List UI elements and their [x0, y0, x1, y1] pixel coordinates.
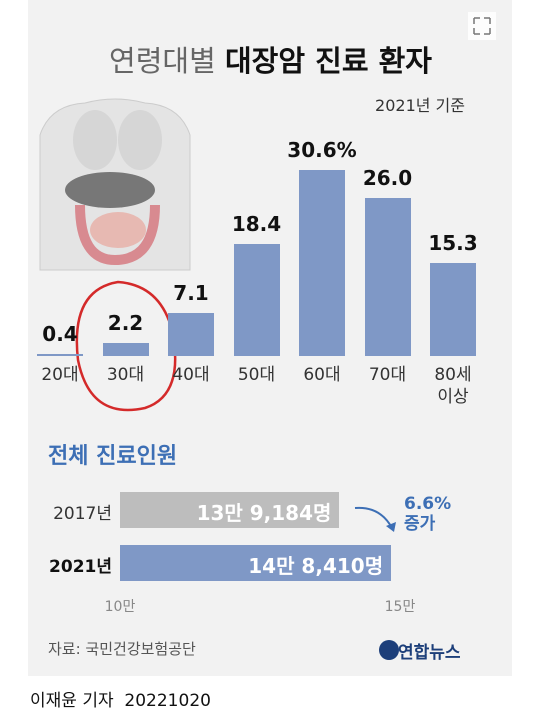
anatomy-illustration	[39, 98, 191, 271]
hand-drawn-circle	[75, 280, 177, 412]
bar	[299, 170, 345, 356]
bar	[120, 492, 340, 528]
bar	[364, 197, 411, 356]
bar	[37, 353, 83, 356]
bar	[102, 342, 149, 356]
bar	[120, 545, 392, 581]
value-label: 26.0	[362, 165, 413, 190]
bar	[168, 312, 214, 356]
x-tick-label: 70대	[368, 365, 407, 385]
bar	[233, 244, 280, 356]
title-bold: 대장암 진료 환자	[225, 44, 432, 78]
value-label: 13만 9,184명	[196, 501, 332, 525]
expand-glyph	[473, 17, 491, 35]
x-tick-label: 15만	[384, 599, 416, 615]
logo-text: 연합뉴스	[398, 643, 461, 663]
value-label: 18.4	[231, 212, 282, 237]
arrow	[354, 506, 393, 529]
value-label: 7.1	[173, 280, 209, 305]
x-tick-label: 50대	[237, 365, 276, 385]
title: 연령대별 대장암 진료 환자	[0, 38, 541, 80]
expand-icon[interactable]	[468, 12, 496, 40]
arrow-head	[386, 522, 396, 532]
x-tick-label: 20대	[41, 365, 79, 385]
value-label: 14만 8,410명	[248, 554, 384, 578]
logo-mark	[379, 640, 399, 660]
bar	[430, 263, 476, 356]
value-label: 15.3	[428, 231, 478, 255]
byline: 이재윤 기자 20221020	[30, 686, 211, 711]
source: 자료: 국민건강보험공단	[48, 640, 196, 658]
title-light: 연령대별	[109, 44, 216, 78]
x-tick-label: 10만	[104, 599, 136, 615]
value-label: 2.2	[107, 310, 144, 335]
value-label: 30.6%	[287, 138, 357, 162]
y-tick-label: 2021년	[49, 557, 112, 577]
reporter: 이재윤 기자	[30, 691, 114, 711]
x-tick-label: 40대	[172, 365, 210, 385]
value-label: 0.4	[42, 321, 78, 346]
x-tick-label: 60대	[303, 365, 341, 385]
date: 20221020	[124, 691, 211, 711]
subtitle: 2021년 기준	[375, 96, 465, 115]
chart-title: 전체 진료인원	[48, 444, 178, 469]
annotation: 6.6% 증가	[404, 494, 452, 534]
y-tick-label: 2017년	[53, 504, 112, 524]
x-tick-label: 80세 이상	[434, 365, 472, 407]
x-tick-label: 30대	[106, 365, 145, 385]
